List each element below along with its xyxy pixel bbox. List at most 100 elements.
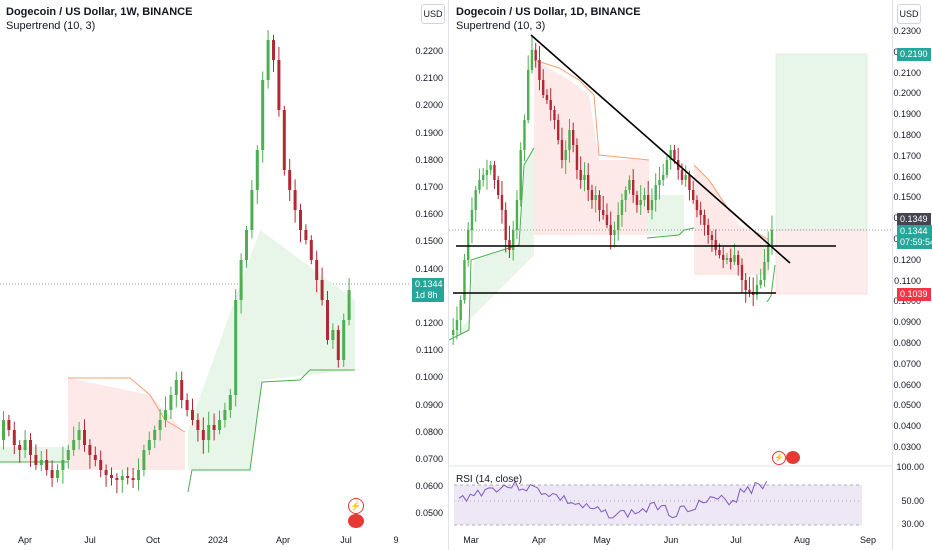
candle-body xyxy=(93,455,97,460)
candle-body xyxy=(147,440,151,450)
candle-body xyxy=(703,215,706,225)
candle-body xyxy=(549,100,552,110)
current-price-tag: 0.1344 07:59:54 xyxy=(897,225,932,249)
candle-body xyxy=(207,425,211,440)
candle-body xyxy=(315,260,319,280)
right-time-label: May xyxy=(593,535,611,545)
candle-body xyxy=(665,160,669,175)
candle-body xyxy=(647,195,650,210)
price-axis-label: 0.1000 xyxy=(893,296,921,307)
price-axis-label: 0.0500 xyxy=(893,400,921,411)
candle-body xyxy=(459,300,462,320)
candle-body xyxy=(50,470,54,478)
candle-body xyxy=(61,460,65,470)
candle-body xyxy=(212,425,216,430)
right-currency-button[interactable]: USD xyxy=(897,4,921,24)
supertrend-up-line xyxy=(766,264,776,303)
candle-body xyxy=(250,190,254,230)
candle-body xyxy=(583,175,586,180)
candle-body xyxy=(7,420,11,430)
candle-body xyxy=(266,40,270,80)
supertrend-up-line xyxy=(646,227,695,239)
price-axis-label: 0.1200 xyxy=(893,254,921,265)
candle-body xyxy=(228,395,232,410)
left-chart-pane[interactable]: Dogecoin / US Dollar, 1W, BINANCE Supert… xyxy=(0,0,410,550)
candle-body xyxy=(504,210,507,240)
candle-body xyxy=(557,120,560,140)
candle-body xyxy=(34,455,38,465)
candle-body xyxy=(673,150,676,160)
candle-body xyxy=(587,175,590,190)
candle-body xyxy=(169,395,173,410)
candle-body xyxy=(628,180,631,190)
price-axis-label: 0.1800 xyxy=(415,154,443,165)
rsi-level: 50.00 xyxy=(901,496,924,506)
pane-divider[interactable] xyxy=(448,0,449,550)
candle-body xyxy=(654,185,657,200)
candle-body xyxy=(632,180,635,195)
candle-body xyxy=(234,300,238,395)
left-time-label: Jul xyxy=(340,535,352,545)
candle-body xyxy=(680,170,684,180)
right-chart-indicator[interactable]: Supertrend (10, 3) xyxy=(456,20,546,32)
supertrend-fill-down xyxy=(534,60,649,235)
left-currency-button[interactable]: USD xyxy=(421,4,445,24)
candle-body xyxy=(347,290,351,320)
left-flag-icon[interactable] xyxy=(348,514,364,528)
candle-body xyxy=(575,145,579,170)
price-axis-label: 0.0900 xyxy=(893,317,921,328)
current-price: 0.1344 xyxy=(900,226,928,236)
left-chart-title: Dogecoin / US Dollar, 1W, BINANCE xyxy=(6,6,193,18)
candle-body xyxy=(45,460,49,470)
candle-body xyxy=(493,165,496,180)
candle-body xyxy=(579,170,582,180)
left-chart-indicator[interactable]: Supertrend (10, 3) xyxy=(6,20,96,32)
price-axis-label: 0.2000 xyxy=(893,88,921,99)
left-logo-icon[interactable]: ⚡ xyxy=(348,498,364,514)
candle-body xyxy=(39,460,43,465)
candle-body xyxy=(759,280,762,285)
price-axis-label: 0.1100 xyxy=(416,345,443,356)
candle-body xyxy=(299,210,302,230)
candle-body xyxy=(733,255,736,262)
candle-body xyxy=(650,200,654,210)
right-chart-title: Dogecoin / US Dollar, 1D, BINANCE xyxy=(456,6,641,18)
left-time-label: Oct xyxy=(145,535,161,545)
candle-body xyxy=(534,50,537,60)
candle-body xyxy=(707,225,710,235)
candle-body xyxy=(218,420,221,430)
rsi-label[interactable]: RSI (14, close) xyxy=(456,474,523,485)
price-axis-label: 0.0300 xyxy=(893,442,921,452)
candle-body xyxy=(500,195,504,210)
right-chart-canvas[interactable] xyxy=(449,0,892,550)
price-axis-label: 0.0700 xyxy=(415,454,443,464)
candle-body xyxy=(643,195,646,200)
candle-body xyxy=(88,445,92,455)
left-chart-canvas[interactable] xyxy=(0,0,410,550)
long-position-target xyxy=(775,53,868,231)
price-axis-label: 0.2300 xyxy=(893,26,921,36)
price-axis-label: 0.0500 xyxy=(415,508,443,519)
candle-body xyxy=(72,440,76,450)
supertrend-fill-down xyxy=(68,378,185,470)
candle-body xyxy=(564,150,567,160)
candle-body xyxy=(110,475,113,478)
candle-body xyxy=(515,200,519,230)
candle-body xyxy=(613,230,616,235)
candle-body xyxy=(223,410,227,420)
right-flag-icon[interactable] xyxy=(786,451,800,464)
candle-body xyxy=(590,190,594,200)
price-axis-label: 0.1200 xyxy=(415,318,443,328)
right-logo-icon[interactable]: ⚡ xyxy=(772,451,786,465)
candle-body xyxy=(639,200,642,205)
candle-body xyxy=(553,110,556,120)
candle-body xyxy=(12,430,16,445)
candle-body xyxy=(470,210,474,230)
candle-body xyxy=(485,170,489,175)
left-price-axis[interactable]: 0.2200 0.2100 0.2000 0.1900 0.1800 0.1700 0.16… xyxy=(410,0,446,550)
rsi-line xyxy=(458,480,767,519)
last-price-tag: 0.1349 xyxy=(897,213,931,226)
right-chart-pane[interactable]: Dogecoin / US Dollar, 1D, BINANCE Supert… xyxy=(449,0,892,550)
candle-body xyxy=(710,235,714,240)
candle-body xyxy=(617,215,620,230)
